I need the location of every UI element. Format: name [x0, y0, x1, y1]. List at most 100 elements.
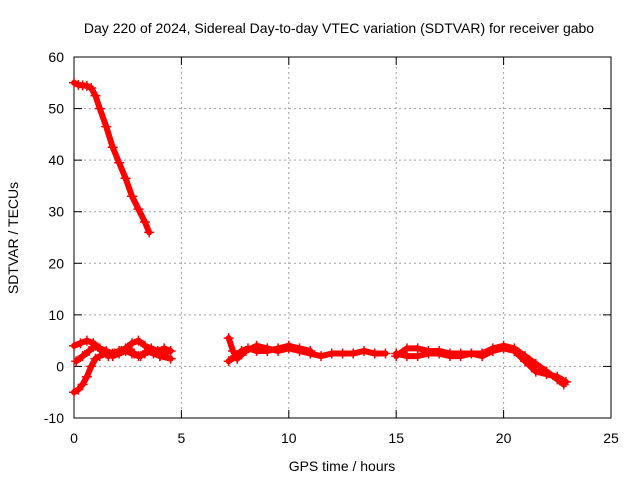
data-point — [230, 351, 241, 362]
data-point — [133, 335, 144, 346]
data-point — [122, 343, 133, 354]
data-point — [107, 142, 118, 153]
x-axis-label: GPS time / hours — [289, 458, 396, 474]
data-point — [161, 348, 172, 359]
y-tick-label: 50 — [48, 101, 64, 117]
x-tick-label: 0 — [70, 430, 78, 446]
data-point — [262, 345, 273, 356]
data-point — [223, 333, 234, 344]
data-point — [135, 351, 146, 362]
data-point — [391, 348, 402, 359]
y-tick-label: 40 — [48, 152, 64, 168]
data-point — [154, 351, 165, 362]
series-late-track-upper — [391, 340, 569, 390]
data-point — [242, 343, 253, 354]
data-point — [294, 343, 305, 354]
data-point — [541, 366, 552, 377]
data-point — [477, 348, 488, 359]
data-point — [434, 348, 445, 359]
data-point — [77, 351, 88, 362]
data-point — [81, 335, 92, 346]
data-point — [498, 340, 509, 351]
data-point — [466, 348, 477, 359]
data-point — [96, 345, 107, 356]
data-point — [509, 343, 520, 354]
data-point — [116, 345, 127, 356]
data-point — [444, 351, 455, 362]
data-point — [520, 351, 531, 362]
data-point — [380, 348, 391, 359]
data-point — [283, 340, 294, 351]
series-high-track — [69, 77, 155, 238]
data-point — [139, 217, 150, 228]
data-point — [77, 379, 88, 390]
series-mid-day-lower — [223, 340, 316, 367]
data-point — [326, 348, 337, 359]
data-point — [90, 340, 101, 351]
data-point — [69, 387, 79, 398]
data-point — [86, 361, 97, 372]
y-tick-label: -10 — [44, 410, 64, 426]
data-point — [455, 351, 466, 362]
data-point — [86, 82, 97, 93]
axis-ticks: 0 5 10 15 20 25 -10 0 10 20 30 40 50 60 — [44, 49, 619, 446]
data-point — [144, 227, 155, 238]
x-tick-label: 25 — [603, 430, 619, 446]
data-point — [530, 358, 541, 369]
y-tick-label: 20 — [48, 255, 64, 271]
data-point — [348, 348, 359, 359]
data-point — [369, 348, 380, 359]
data-point — [129, 348, 140, 359]
data-point — [487, 343, 498, 354]
data-point — [120, 173, 131, 184]
data-point — [114, 157, 125, 168]
data-point — [401, 351, 412, 362]
data-point — [101, 121, 112, 132]
x-tick-label: 20 — [496, 430, 512, 446]
data-point — [423, 348, 434, 359]
data-point — [90, 90, 101, 101]
series-late-track — [391, 343, 571, 387]
data-point — [251, 345, 262, 356]
x-tick-label: 10 — [281, 430, 297, 446]
data-point — [412, 351, 423, 362]
data-point — [337, 348, 348, 359]
data-point — [90, 353, 101, 364]
data-point — [358, 345, 369, 356]
data-point — [223, 356, 234, 367]
chart-title: Day 220 of 2024, Sidereal Day-to-day VTE… — [84, 20, 594, 36]
data-point — [236, 345, 247, 356]
data-point — [273, 343, 284, 354]
data-point — [305, 345, 316, 356]
data-point — [103, 351, 114, 362]
y-tick-label: 10 — [48, 307, 64, 323]
data-point — [552, 374, 563, 385]
y-tick-label: 30 — [48, 204, 64, 220]
data-point — [142, 345, 153, 356]
data-point — [69, 340, 79, 351]
data-point — [73, 384, 84, 395]
data-point — [94, 103, 105, 114]
series-line — [225, 342, 314, 365]
y-tick-label: 60 — [48, 49, 64, 65]
data-point — [71, 356, 82, 367]
data-point — [81, 80, 92, 91]
y-tick-label: 0 — [56, 358, 64, 374]
data-point — [109, 348, 120, 359]
x-tick-label: 5 — [178, 430, 186, 446]
data-point — [69, 77, 79, 88]
data-point — [126, 191, 137, 202]
data-point — [84, 345, 95, 356]
data-point — [75, 338, 86, 349]
data-point — [165, 353, 176, 364]
plot-frame — [73, 56, 612, 419]
series-spread-track — [71, 340, 172, 367]
data-point — [126, 338, 137, 349]
grid-lines — [74, 57, 611, 418]
y-axis-label: SDTVAR / TECUs — [5, 182, 21, 294]
data-point — [316, 351, 327, 362]
data-point — [148, 348, 159, 359]
x-tick-label: 15 — [388, 430, 404, 446]
